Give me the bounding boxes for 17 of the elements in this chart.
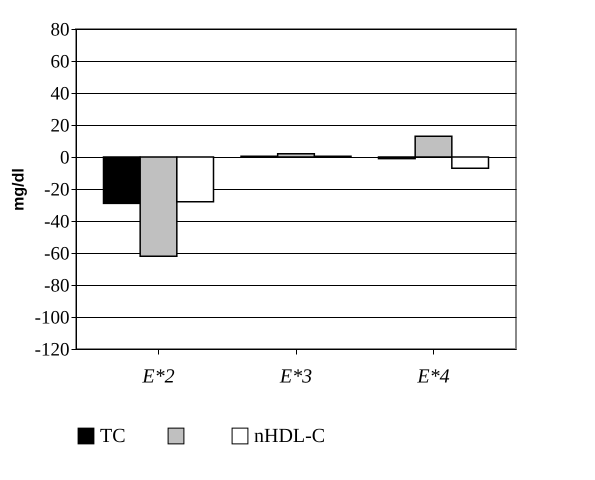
y-tick-label: 60 xyxy=(50,52,70,72)
x-tick-label: E*2 xyxy=(141,366,175,388)
y-tick-label: -80 xyxy=(44,276,70,296)
y-tick-label: 40 xyxy=(50,84,70,104)
y-axis-title: mg/dl xyxy=(10,168,28,211)
y-tick-label: -40 xyxy=(44,212,70,232)
legend-label: TC xyxy=(100,425,126,447)
y-tick-label: -60 xyxy=(44,244,70,264)
x-tick-label: E*3 xyxy=(278,366,312,388)
x-tick-label: E*4 xyxy=(416,366,450,388)
y-tick-label: 20 xyxy=(50,116,70,136)
y-tick-label: -100 xyxy=(34,308,70,328)
y-tick-label: -20 xyxy=(44,180,70,200)
y-tick-label: 0 xyxy=(60,148,70,168)
legend-label: nHDL-C xyxy=(254,425,326,447)
y-tick-label: 80 xyxy=(50,20,70,40)
y-tick-label: -120 xyxy=(34,340,70,360)
